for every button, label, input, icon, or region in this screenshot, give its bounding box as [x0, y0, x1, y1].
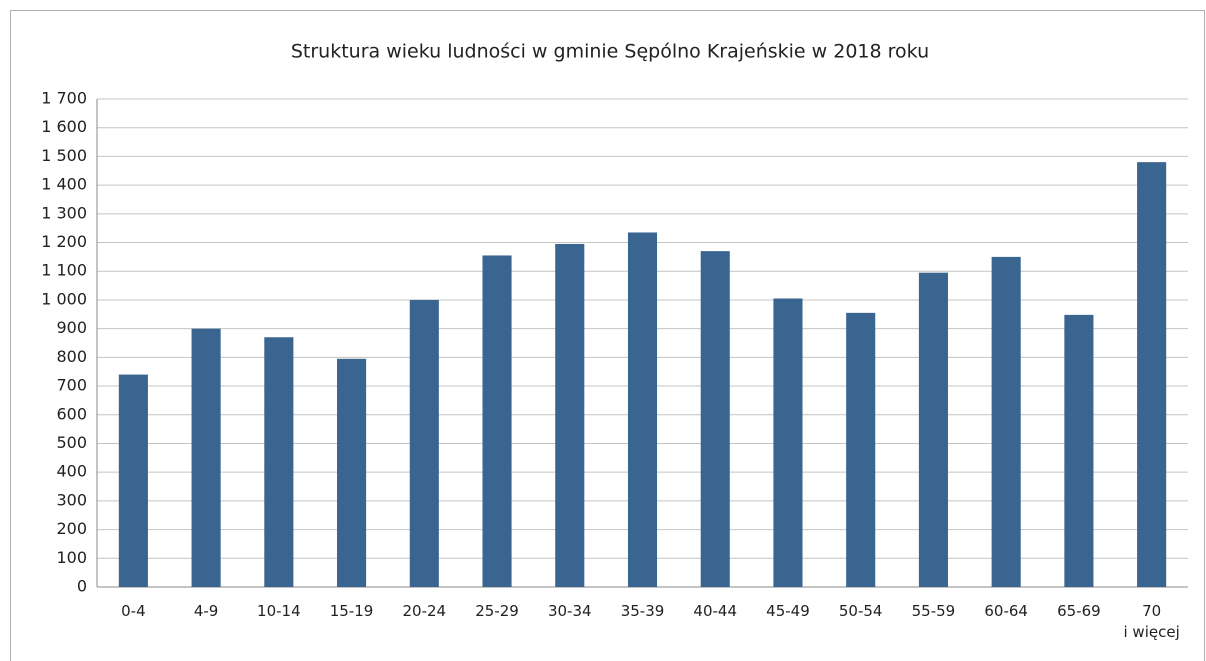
y-tick-label: 800: [56, 347, 87, 366]
x-tick-label: 20-24: [402, 602, 447, 620]
y-tick-label: 900: [56, 318, 87, 337]
bar: [918, 272, 948, 587]
x-tick-label: 40-44: [693, 602, 738, 620]
y-tick-label: 300: [56, 490, 87, 509]
y-tick-label: 700: [56, 376, 87, 395]
y-tick-label: 1 000: [41, 289, 87, 308]
x-tick-label: 10-14: [257, 602, 301, 620]
bar: [700, 251, 730, 587]
bar: [627, 232, 658, 587]
y-tick-label: 1 400: [41, 175, 87, 194]
bar: [337, 358, 367, 587]
bar: [409, 299, 439, 587]
bar: [555, 243, 585, 587]
bar: [1137, 162, 1167, 587]
y-tick-label: 1 600: [41, 117, 87, 136]
bar: [264, 337, 294, 587]
x-tick-label: 0-4: [121, 602, 146, 620]
x-tick-label: 55-59: [911, 602, 956, 620]
bar: [773, 298, 803, 587]
bar: [191, 328, 221, 587]
x-tick-label: 30-34: [547, 602, 592, 620]
bar: [991, 256, 1021, 587]
x-tick-label: 60-64: [984, 602, 1028, 620]
y-tick-label: 200: [56, 519, 87, 538]
x-tick-label: 25-29: [475, 602, 519, 620]
x-tick-label: 4-9: [193, 602, 219, 620]
x-tick-label: 15-19: [329, 602, 374, 620]
bar: [482, 255, 512, 587]
x-tick-label: 45-49: [766, 602, 810, 620]
bar: [1064, 314, 1094, 587]
y-tick-label: 600: [56, 404, 87, 423]
y-tick-label: 1 200: [41, 232, 87, 251]
y-tick-label: 500: [56, 433, 87, 452]
y-tick-label: 1 500: [41, 146, 87, 165]
bar: [118, 374, 148, 587]
y-tick-label: 1 700: [41, 89, 87, 108]
chart-frame: [10, 10, 1205, 661]
y-tick-label: 0: [77, 577, 87, 596]
y-tick-label: 1 100: [41, 261, 87, 280]
x-tick-label: 50-54: [838, 602, 883, 620]
y-tick-label: 1 300: [41, 203, 87, 222]
x-tick-label: 35-39: [620, 602, 665, 620]
x-tick-label: 70 i więcej: [1123, 602, 1180, 641]
y-tick-label: 400: [56, 462, 87, 481]
chart-title: Struktura wieku ludności w gminie Sępóln…: [291, 41, 929, 63]
x-tick-label: 65-69: [1057, 602, 1101, 620]
y-tick-label: 100: [56, 548, 87, 567]
bar: [846, 312, 876, 587]
